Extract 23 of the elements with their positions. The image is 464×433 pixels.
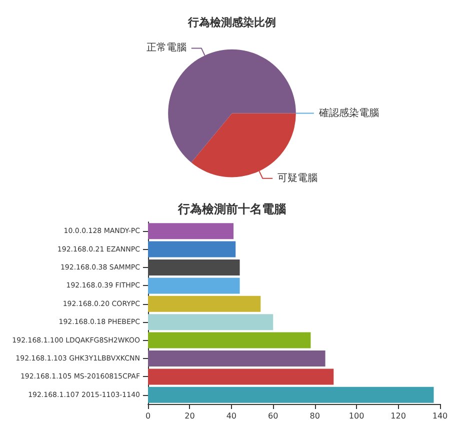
bar — [148, 259, 240, 276]
slice-label: 正常電腦 — [146, 42, 186, 54]
x-tick-label: 60 — [268, 412, 278, 420]
bar — [148, 278, 240, 294]
bar — [148, 241, 236, 258]
chart-title: 行為檢測感染比例 — [187, 16, 276, 29]
legend-label: 確認感染電腦 — [318, 106, 379, 119]
bar — [148, 386, 434, 403]
slice-label: 可疑電腦 — [278, 172, 318, 184]
bar — [148, 332, 311, 348]
x-tick-label: 20 — [184, 412, 195, 420]
x-tick-label: 40 — [226, 412, 237, 420]
x-tick-label: 80 — [310, 412, 320, 420]
bar — [148, 296, 261, 312]
bar — [148, 350, 326, 367]
chart-title: 行為檢測前十名電腦 — [177, 202, 286, 216]
bar — [148, 314, 274, 330]
x-tick-label: 140 — [432, 412, 448, 420]
x-tick-label: 100 — [348, 412, 364, 420]
x-tick-label: 120 — [390, 412, 406, 420]
x-tick-label: 0 — [145, 412, 151, 420]
bar — [148, 223, 234, 240]
bar — [148, 368, 334, 385]
